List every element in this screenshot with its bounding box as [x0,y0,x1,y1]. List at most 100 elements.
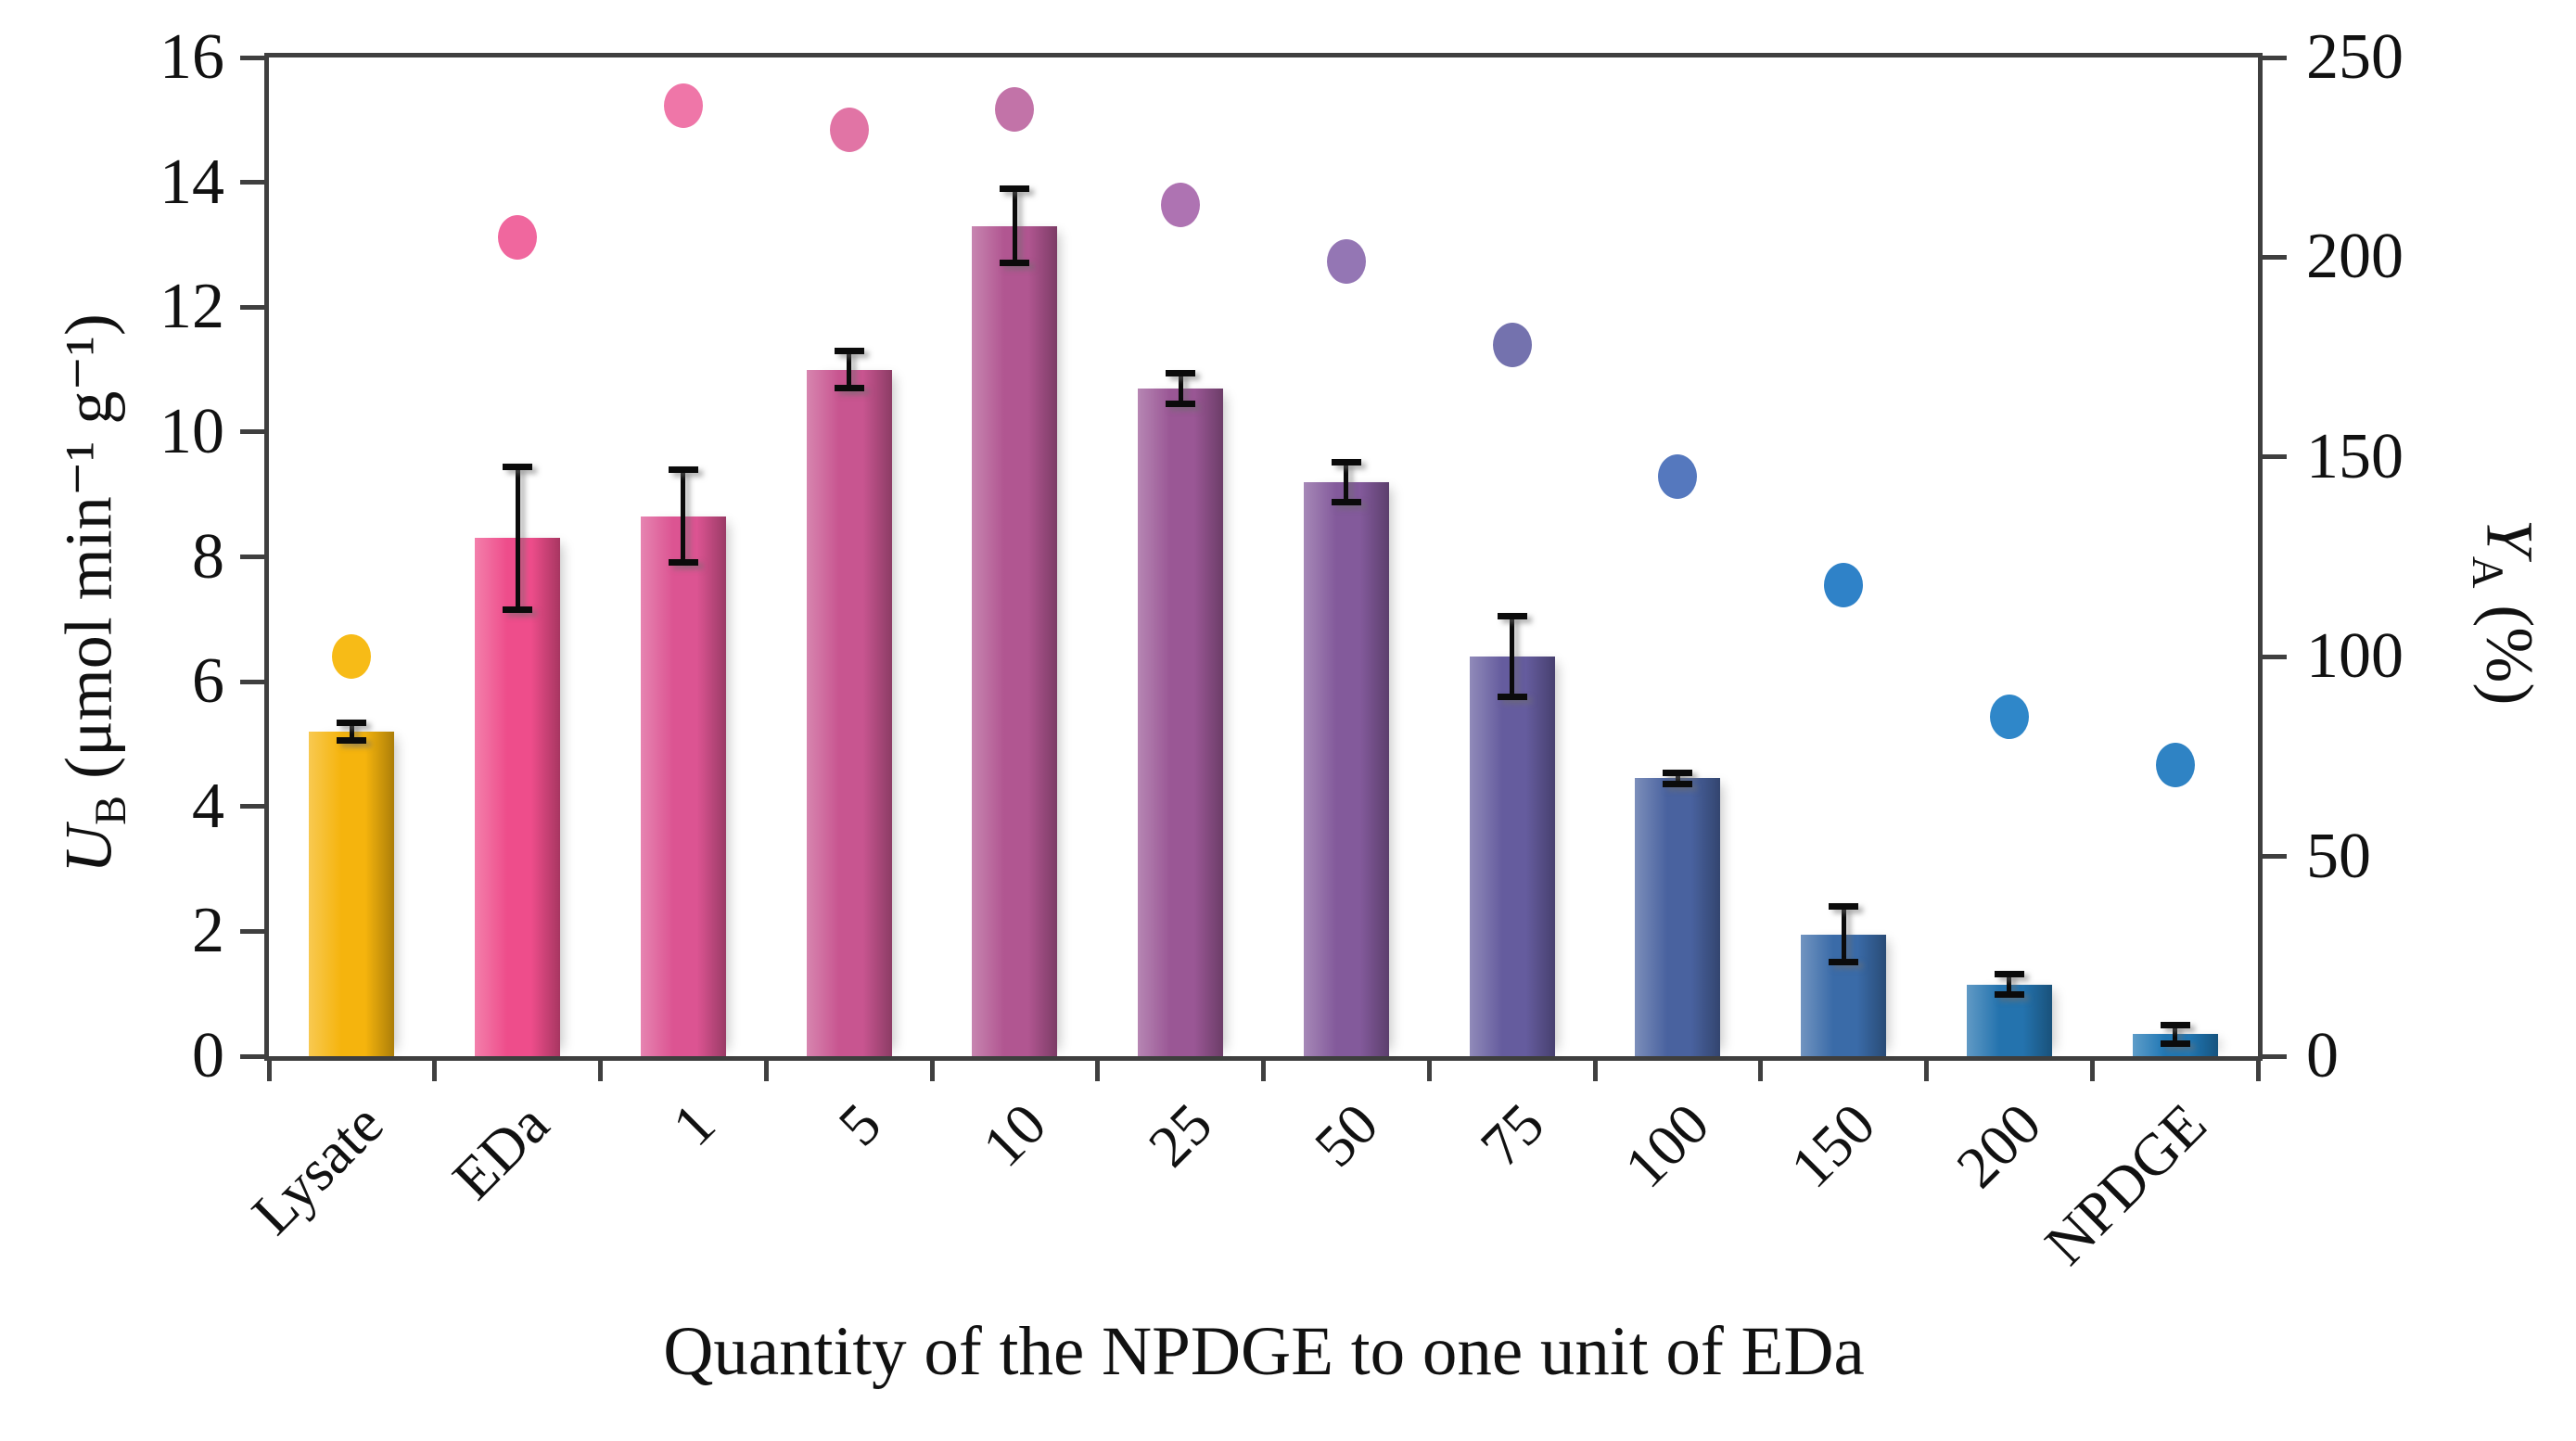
error-bar-cap-top [834,348,864,355]
error-bar-cap-bottom [1000,260,1030,267]
error-bar-cap-top [1166,369,1196,376]
y-right-symbol: Y [2472,518,2547,556]
x-tick-mark [1758,1061,1764,1081]
dot [1326,238,1366,284]
error-bar-cap-bottom [503,606,533,613]
error-bar-cap-top [1497,613,1527,620]
dot [1658,454,1698,500]
x-tick-mark [1095,1061,1101,1081]
bar [806,369,892,1056]
error-bar-cap-bottom [2160,1039,2190,1047]
y-tick-mark-right [2263,854,2287,860]
x-category-label: Lysate [239,1090,396,1247]
dot [995,87,1035,132]
y-right-subscript: A [2463,555,2513,589]
x-category-label: NPDGE [2032,1090,2220,1278]
x-tick-mark [432,1061,438,1081]
x-tick-mark [1426,1061,1432,1081]
dot [1161,183,1201,228]
error-bar-cap-top [337,719,367,726]
x-category-label: 100 [1612,1090,1722,1201]
bar [1469,657,1555,1056]
error-bar-cap-top [1000,185,1030,193]
y-tick-mark-left [240,180,264,185]
y-tick-mark-right [2263,654,2287,659]
y-left-subscript: B [85,795,135,825]
y-tick-mark-left [240,429,264,435]
error-bar-stem [847,351,852,389]
y-tick-mark-left [240,679,264,684]
y-tick-label-left: 4 [192,770,224,842]
error-bar-stem [1178,372,1183,404]
x-tick-mark [266,1061,272,1081]
x-category-label: 150 [1778,1090,1888,1201]
error-bar-stem [1675,772,1680,785]
x-tick-mark [1924,1061,1929,1081]
error-bar-cap-bottom [1829,959,1859,966]
error-bar-stem [1344,461,1349,503]
y-tick-mark-left [240,555,264,559]
error-bar-cap-bottom [1331,498,1361,505]
x-category-label: 200 [1944,1090,2054,1201]
y-tick-label-right: 100 [2306,620,2404,693]
dot [1492,323,1532,368]
y-tick-label-right: 0 [2306,1020,2339,1091]
error-bar-stem [681,469,686,564]
error-bar-cap-top [503,463,533,470]
y-axis-right-title: YA (%) [2463,518,2548,706]
bar [309,731,395,1056]
x-category-label: 10 [970,1090,1059,1180]
error-bar-stem [1012,188,1017,264]
error-bar-cap-top [1663,769,1693,776]
y-tick-label-left: 16 [159,21,224,93]
bar [475,538,561,1056]
error-bar-cap-bottom [1663,781,1693,788]
error-bar-stem [349,721,354,742]
y-left-units: (μmol min⁻¹ g⁻¹) [51,313,126,796]
y-tick-mark-left [240,304,264,310]
error-bar-cap-top [2160,1022,2190,1029]
y-tick-label-left: 8 [192,520,224,593]
y-right-units: (%) [2472,588,2547,706]
y-tick-label-left: 0 [192,1020,224,1091]
error-bar-stem [1841,906,1846,963]
x-tick-mark [763,1061,769,1081]
dot [498,214,538,260]
error-bar-cap-bottom [337,737,367,745]
y-tick-mark-left [240,55,264,60]
x-tick-mark [1261,1061,1266,1081]
bar [1635,778,1721,1056]
y-tick-label-left: 6 [192,645,224,718]
y-left-symbol: U [51,824,126,874]
x-tick-mark [2089,1061,2095,1081]
dot [332,634,372,680]
error-bar-stem [515,465,520,610]
error-bar-cap-bottom [1166,400,1196,407]
y-tick-mark-left [240,928,264,934]
plot-frame [264,53,2263,1061]
x-category-label: 75 [1467,1090,1557,1180]
error-bar-stem [2173,1025,2178,1044]
error-bar-cap-top [1331,458,1361,465]
dot [1824,562,1864,607]
bar [640,516,726,1056]
y-axis-left-title: UB (μmol min⁻¹ g⁻¹) [49,313,135,874]
dot [829,107,869,152]
y-tick-label-right: 200 [2306,221,2404,293]
bar [972,225,1058,1056]
x-tick-mark [1592,1061,1598,1081]
y-tick-label-left: 10 [159,395,224,467]
x-category-label: EDa [440,1090,562,1212]
error-bar-cap-top [1829,903,1859,911]
y-tick-label-left: 14 [159,146,224,218]
error-bar-cap-bottom [1994,991,2024,999]
error-bar-cap-top [1994,971,2024,978]
dot [2155,742,2195,787]
error-bar-cap-bottom [834,384,864,391]
error-bar-cap-bottom [1497,693,1527,700]
error-bar-stem [1510,616,1515,697]
x-category-label: 1 [659,1090,728,1159]
y-tick-mark-right [2263,55,2287,60]
x-tick-mark [598,1061,603,1081]
